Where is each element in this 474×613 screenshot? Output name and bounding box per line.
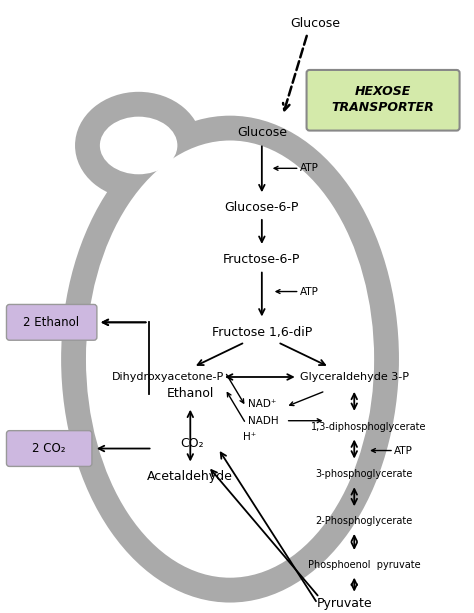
Text: NADH: NADH <box>248 416 279 425</box>
FancyBboxPatch shape <box>7 431 92 466</box>
Text: 3-phosphoglycerate: 3-phosphoglycerate <box>316 470 413 479</box>
Ellipse shape <box>86 140 374 577</box>
Text: 1,3-diphosphoglycerate: 1,3-diphosphoglycerate <box>311 422 427 432</box>
Text: H⁺: H⁺ <box>243 432 256 441</box>
Text: 2-Phosphoglycerate: 2-Phosphoglycerate <box>316 516 413 526</box>
Text: Pyruvate: Pyruvate <box>317 597 372 610</box>
Text: NAD⁺: NAD⁺ <box>248 399 276 409</box>
FancyBboxPatch shape <box>307 70 460 131</box>
Text: CO₂: CO₂ <box>181 437 204 450</box>
Text: Dihydroxyacetone-P: Dihydroxyacetone-P <box>112 372 225 382</box>
Text: Glucose: Glucose <box>291 17 340 30</box>
Ellipse shape <box>100 116 177 174</box>
Text: Phosphoenol  pyruvate: Phosphoenol pyruvate <box>308 560 420 570</box>
Text: ATP: ATP <box>300 286 319 297</box>
Text: Acetaldehyde: Acetaldehyde <box>147 470 233 483</box>
Text: 2 CO₂: 2 CO₂ <box>32 442 66 455</box>
Text: Ethanol: Ethanol <box>166 387 214 400</box>
Text: Glucose-6-P: Glucose-6-P <box>225 200 299 213</box>
Text: ATP: ATP <box>394 446 413 455</box>
Ellipse shape <box>75 92 202 199</box>
Text: 2 Ethanol: 2 Ethanol <box>23 316 79 329</box>
FancyBboxPatch shape <box>7 305 97 340</box>
Text: Fructose-6-P: Fructose-6-P <box>223 253 301 266</box>
Text: Glyceraldehyde 3-P: Glyceraldehyde 3-P <box>300 372 409 382</box>
Ellipse shape <box>61 116 399 603</box>
Text: Fructose 1,6-diP: Fructose 1,6-diP <box>212 326 312 339</box>
Text: HEXOSE
TRANSPORTER: HEXOSE TRANSPORTER <box>332 85 435 114</box>
Text: ATP: ATP <box>300 163 319 173</box>
Text: Glucose: Glucose <box>237 126 287 139</box>
